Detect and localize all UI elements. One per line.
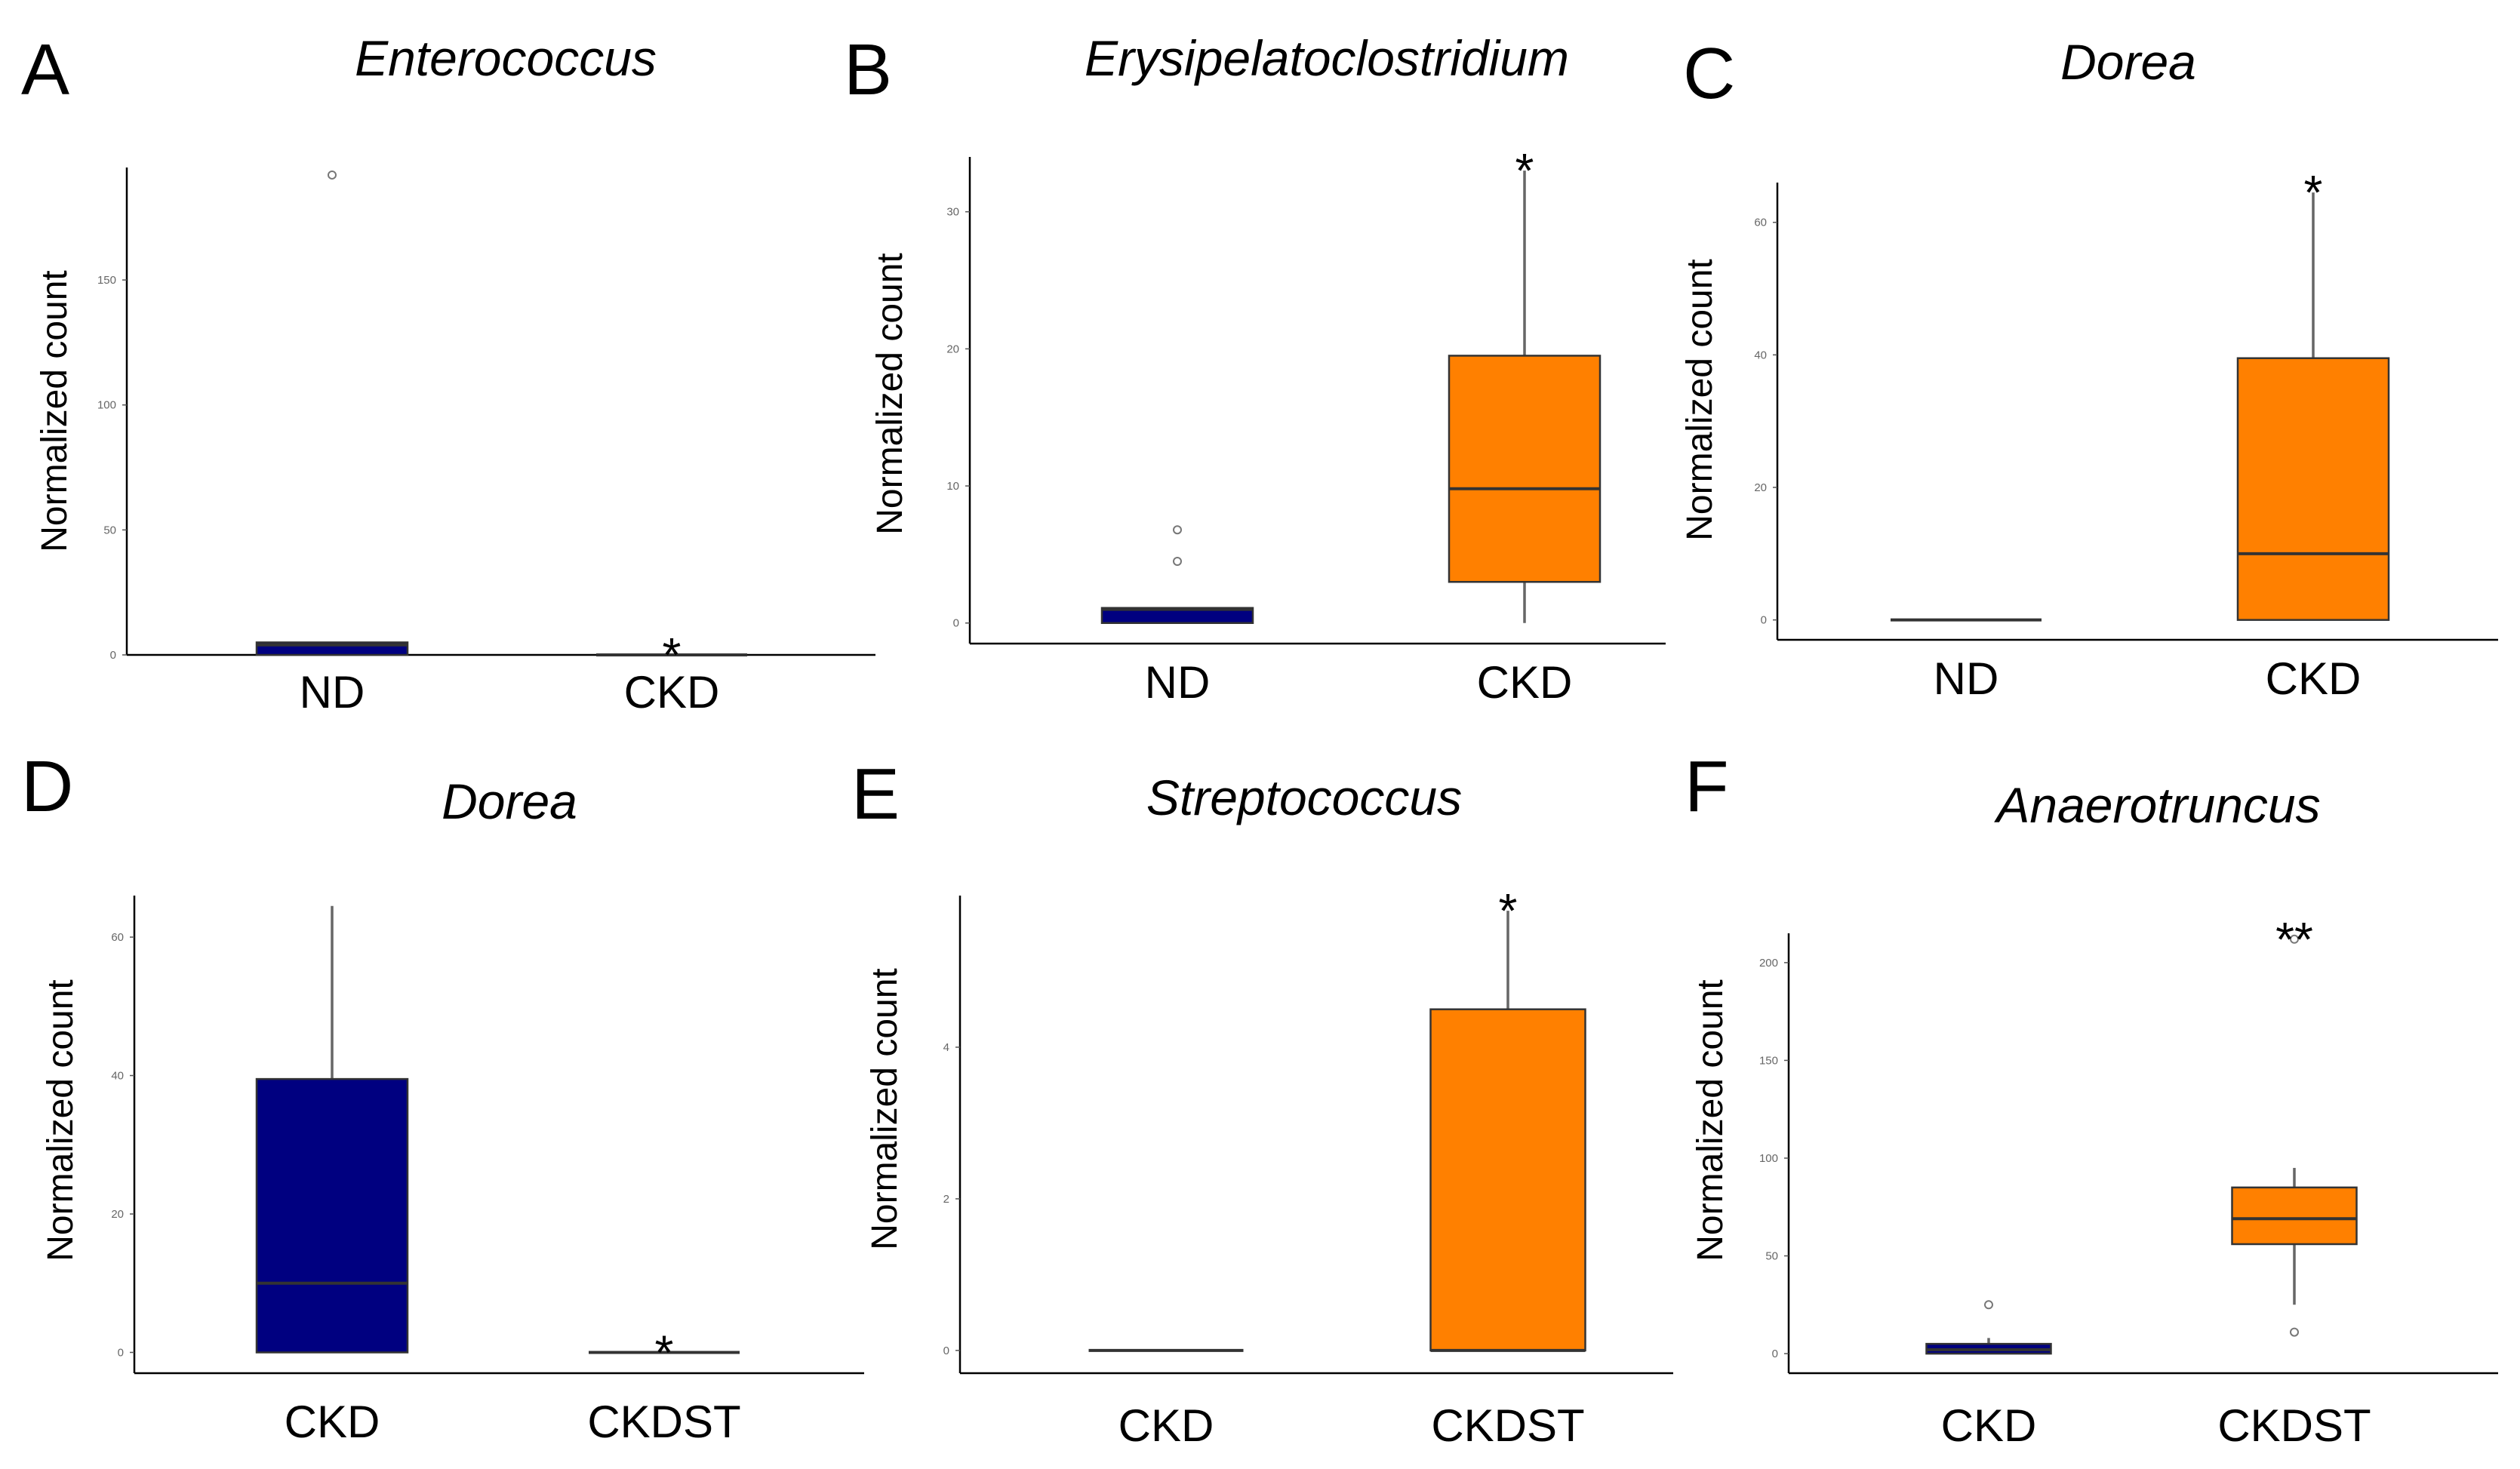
y-tick-label: 100 [97,399,116,412]
y-tick-label: 0 [110,649,116,662]
x-tick-label: CKD [1477,657,1573,708]
y-tick-label: 10 [946,480,959,493]
box-iqr [1448,355,1602,583]
y-tick-label: 2 [943,1193,949,1206]
x-tick-label: CKDST [1431,1400,1584,1451]
x-tick-label: ND [1145,657,1211,708]
outlier-point [2290,1327,2299,1337]
y-tick-label: 50 [1765,1250,1778,1263]
y-tick-label: 0 [118,1346,124,1359]
panel-label: A [21,29,69,110]
panel-title: Dorea [442,773,577,829]
box-iqr [255,1077,409,1354]
box-iqr [2231,1186,2358,1246]
y-tick-label: 20 [1754,481,1767,494]
box-group-ckd [1448,171,1602,623]
y-axis-label: Normalized count [41,979,81,1262]
y-tick-label: 60 [1754,217,1767,229]
box-group-ckdst [1429,911,1586,1352]
x-tick-label: ND [300,667,365,718]
panel-c: C Dorea Normalized count 0 20 40 60 ND CKD * [1680,33,2498,704]
y-tick-label: 60 [111,931,124,944]
panel-a: A Enterococcus Normalized count 0 50 100 150 ND… [21,29,875,718]
y-tick-label: 0 [1761,614,1767,627]
panel-label: F [1685,746,1729,827]
significance-marker: * [655,1325,674,1379]
y-tick-label: 200 [1759,957,1778,970]
significance-marker: * [663,628,682,682]
y-tick-label: 20 [111,1208,124,1221]
panel-e: E Streptococcus Normalized count 0 2 4 CKD CKDS… [851,754,1673,1451]
box-iqr [1429,1008,1586,1352]
panel-label: E [851,754,900,834]
outlier-point [1173,525,1182,535]
x-tick-label: CKDST [587,1397,740,1447]
x-tick-label: CKD [2266,653,2362,704]
y-tick-label: 20 [946,343,959,355]
y-tick-label: 0 [943,1345,949,1357]
box-group-ckd [1925,1300,2052,1355]
significance-marker: * [1515,143,1534,198]
x-tick-label: CKDST [2217,1400,2371,1451]
y-tick-label: 4 [943,1041,949,1054]
x-tick-label: ND [1934,653,1999,704]
y-tick-label: 40 [111,1070,124,1083]
outlier-point [1984,1300,1993,1310]
x-tick-label: CKD [285,1397,380,1447]
y-tick-label: 50 [103,524,116,536]
panel-title: Anaerotruncus [1993,777,2320,833]
box-group-ckd [255,905,409,1354]
outlier-point [1173,556,1182,566]
y-tick-label: 150 [1759,1054,1778,1067]
significance-marker: * [2304,165,2323,220]
box-group-nd [255,170,409,656]
significance-marker: ** [2275,912,2313,967]
outlier-point [2290,934,2299,944]
y-tick-label: 100 [1759,1152,1778,1165]
y-tick-label: 0 [1772,1348,1778,1360]
outlier-point [328,170,337,180]
box-iqr [2236,357,2390,621]
y-axis-label: Normalized count [870,253,910,535]
y-tick-label: 0 [953,617,959,630]
y-tick-label: 150 [97,274,116,287]
panel-title: Dorea [2060,34,2196,90]
x-tick-label: CKD [624,667,720,718]
panel-b: B Erysipelatoclostridium Normalized count 0… [844,29,1666,708]
panel-d: D Dorea Normalized count 0 20 40 60 CKD CKDST * [21,746,864,1447]
box-group-nd [1100,525,1254,624]
y-axis-label: Normalized count [865,968,905,1250]
panel-title: Streptococcus [1146,770,1462,825]
panel-label: C [1683,33,1735,114]
y-tick-label: 40 [1754,349,1767,361]
y-axis-label: Normalized count [1680,259,1720,541]
panel-f: F Anaerotruncus Normalized count 0 50 100 150 2… [1685,746,2498,1451]
x-tick-label: CKD [1941,1400,2037,1451]
x-tick-label: CKD [1118,1400,1214,1451]
y-tick-label: 30 [946,206,959,219]
box-group-ckd [2236,192,2390,621]
y-axis-label: Normalized count [1691,979,1731,1262]
panel-label: B [844,29,892,110]
panel-title: Erysipelatoclostridium [1085,30,1569,86]
significance-marker: * [1499,884,1518,938]
box-group-ckdst [2231,934,2358,1337]
y-axis-label: Normalized count [35,270,75,552]
panel-title: Enterococcus [355,30,657,86]
panel-label: D [21,746,73,827]
